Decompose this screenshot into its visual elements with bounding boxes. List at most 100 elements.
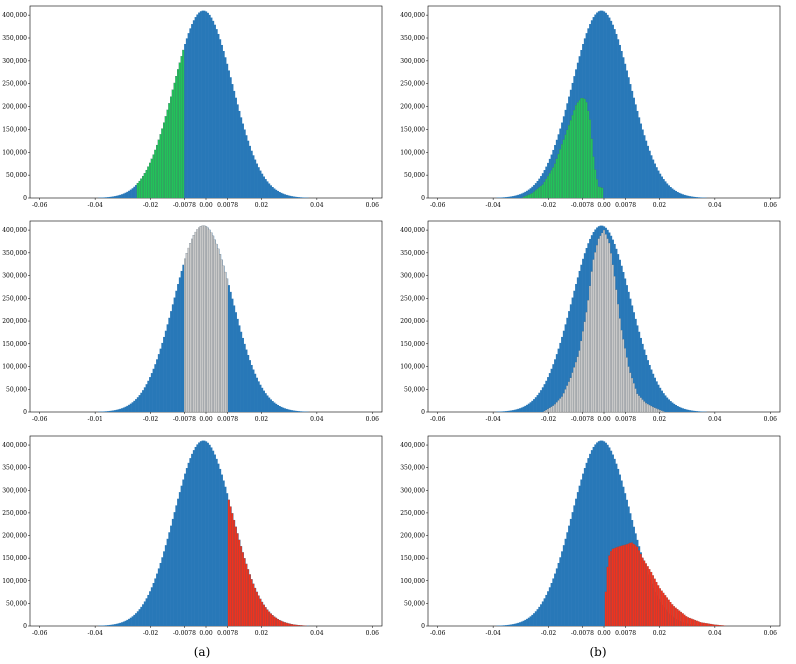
bar-base <box>506 624 509 626</box>
bar-base <box>215 458 218 626</box>
bar-highlight <box>639 553 642 627</box>
bar-base <box>531 186 534 198</box>
bar-highlight <box>582 97 584 199</box>
bar-base <box>203 10 206 199</box>
x-tick-label: -0.04 <box>87 202 103 209</box>
bar-highlight <box>548 407 551 413</box>
bar-base <box>545 594 548 626</box>
bar-base <box>266 395 269 412</box>
bar-highlight <box>199 226 202 413</box>
bar-highlight <box>702 622 705 627</box>
x-tick-label: -0.0078 <box>173 630 196 637</box>
bar-highlight <box>690 618 693 627</box>
bar-highlight <box>184 258 186 413</box>
bar-base <box>669 187 672 198</box>
bar-base <box>501 625 504 626</box>
bar-base <box>662 393 665 412</box>
bar-highlight <box>531 193 534 199</box>
x-tick-label: -0.02 <box>143 416 159 423</box>
bar-base <box>177 284 180 412</box>
bar-base <box>501 411 504 412</box>
bar-base <box>229 291 232 412</box>
bar-base <box>639 337 642 412</box>
bar-base <box>653 377 656 412</box>
y-tick-label: 250,000 <box>400 510 425 517</box>
bar-base <box>674 190 677 198</box>
bar-base <box>114 410 117 412</box>
bar-base <box>213 24 216 199</box>
bar-base <box>290 410 293 412</box>
bar-base <box>692 410 695 412</box>
y-tick-label: 300,000 <box>2 487 27 494</box>
bar-highlight <box>564 134 567 199</box>
bar-base <box>554 573 557 626</box>
bar-base <box>589 453 592 626</box>
bar-base <box>280 192 283 198</box>
bar-base <box>529 402 532 412</box>
bar-highlight <box>290 624 293 627</box>
x-tick-label: -0.02 <box>541 416 557 423</box>
bar-base <box>173 297 176 412</box>
bar-highlight <box>664 595 667 627</box>
bar-highlight <box>568 381 570 413</box>
bar-highlight <box>240 546 242 627</box>
bar-base <box>294 196 297 198</box>
bar-highlight <box>252 583 255 627</box>
bar-base <box>503 411 506 412</box>
bar-base <box>187 33 190 199</box>
y-tick-label: 250,000 <box>2 510 27 517</box>
bar-highlight <box>617 546 619 627</box>
bar-highlight <box>643 401 646 413</box>
bar-highlight <box>285 622 288 627</box>
bar-highlight <box>150 158 153 199</box>
bar-base <box>571 512 574 626</box>
bar-base <box>636 325 639 412</box>
y-tick-label: 100,000 <box>2 578 27 585</box>
bar-base <box>287 409 290 412</box>
bar-base <box>296 196 299 198</box>
bar-highlight <box>233 519 235 627</box>
bar-base <box>559 557 562 626</box>
bar-base <box>117 409 120 412</box>
bar-base <box>173 512 176 626</box>
bar-base <box>289 409 292 412</box>
bar-highlight <box>643 560 646 627</box>
bar-highlight <box>646 404 649 413</box>
bar-highlight <box>159 134 162 199</box>
bar-base <box>624 278 627 412</box>
bar-base <box>505 411 508 412</box>
bar-base <box>220 474 223 626</box>
bar-base <box>115 409 118 412</box>
bar-base <box>506 196 509 198</box>
bar-base <box>639 123 642 198</box>
x-tick-label: 0.02 <box>653 202 667 209</box>
bar-base <box>210 447 213 626</box>
x-tick-label: -0.02 <box>143 202 159 209</box>
x-tick-label: 0.06 <box>366 416 380 423</box>
bar-base <box>121 622 124 626</box>
bar-base <box>252 155 255 198</box>
bar-highlight <box>213 239 216 413</box>
bar-base <box>606 444 609 626</box>
bar-highlight <box>657 409 660 413</box>
bar-base <box>660 176 663 198</box>
bar-base <box>688 410 691 412</box>
bar-highlight <box>709 623 712 627</box>
x-tick-label: 0.04 <box>310 416 324 423</box>
bar-base <box>615 33 618 198</box>
bar-base <box>236 318 239 412</box>
y-tick-label: 50,000 <box>404 600 425 607</box>
bar-base <box>255 163 258 198</box>
bar-highlight <box>590 138 593 199</box>
bar-highlight <box>573 367 576 413</box>
bar-base <box>606 14 609 198</box>
y-tick-label: 350,000 <box>400 35 425 42</box>
y-tick-label: 300,000 <box>400 487 425 494</box>
bar-base <box>510 410 513 412</box>
bar-highlight <box>653 407 656 413</box>
bar-base <box>227 70 230 198</box>
bar-base <box>569 518 572 626</box>
x-tick-label: 0.06 <box>366 202 380 209</box>
bar-base <box>548 587 551 626</box>
bar-highlight <box>601 232 604 413</box>
